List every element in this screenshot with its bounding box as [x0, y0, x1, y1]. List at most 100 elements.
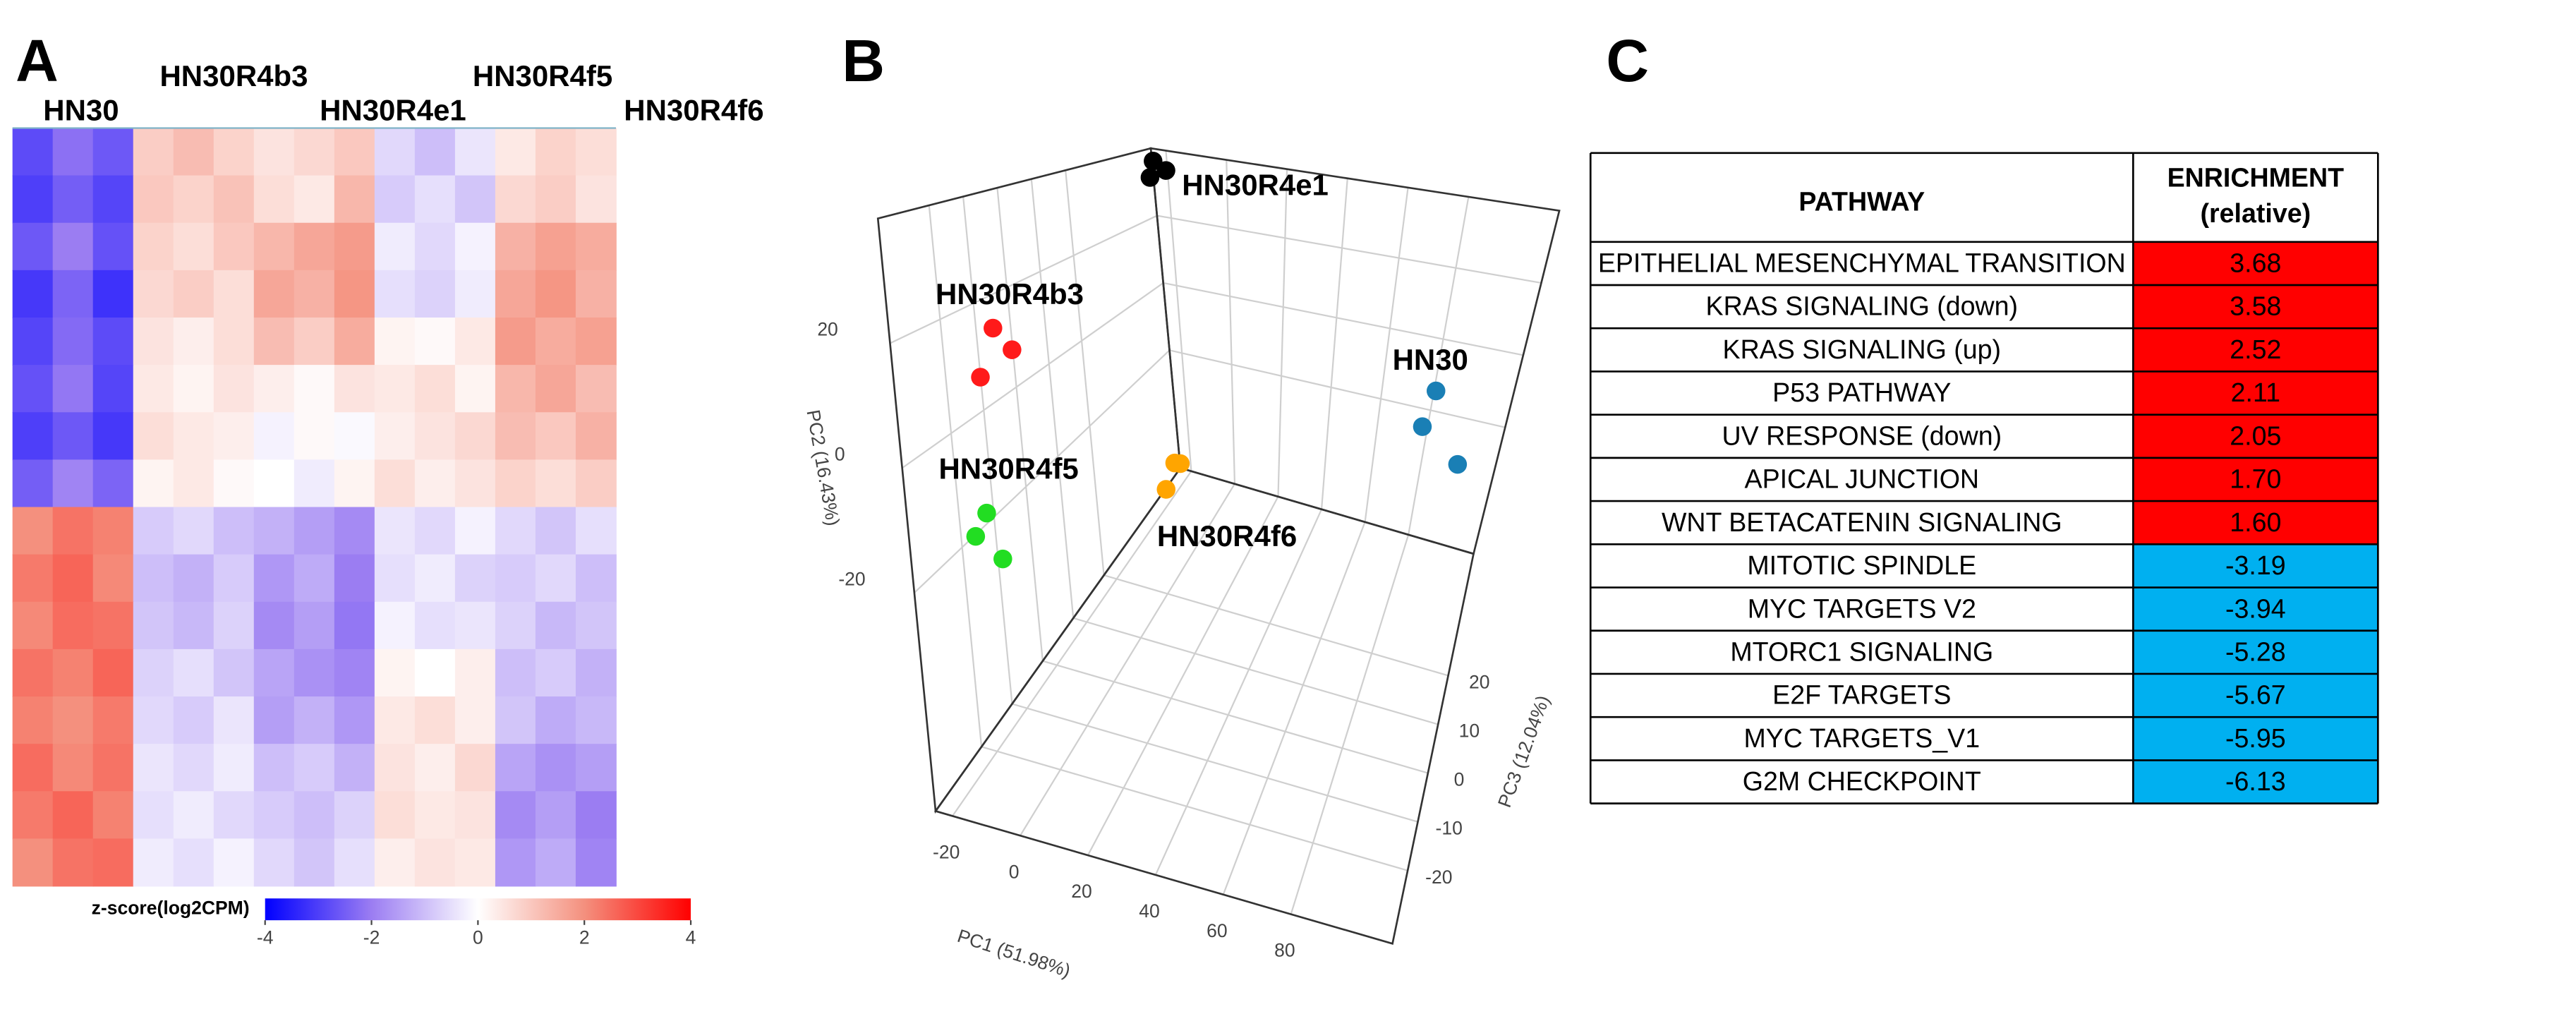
heatmap-cell — [92, 365, 134, 414]
heatmap-cell — [294, 222, 335, 271]
enrichment-cell — [2133, 630, 2378, 674]
heatmap-cell — [213, 412, 255, 461]
heatmap-cell — [454, 270, 496, 318]
heatmap-cell — [454, 554, 496, 603]
x-tick-label: 80 — [1274, 940, 1295, 961]
heatmap-cell — [334, 507, 375, 555]
heatmap-cell — [92, 648, 134, 697]
heatmap-cell — [52, 601, 94, 650]
heatmap-cell — [294, 648, 335, 697]
heatmap-cell — [575, 365, 617, 414]
heatmap-cell — [334, 696, 375, 745]
heatmap-cell — [213, 601, 255, 650]
heatmap-cell — [575, 270, 617, 318]
heatmap-cell — [12, 507, 54, 555]
pathway-name: E2F TARGETS — [1772, 680, 1951, 710]
heatmap-cell — [294, 317, 335, 366]
heatmap-cell — [52, 838, 94, 887]
y-tick-label: 0 — [835, 444, 845, 465]
heatmap-cell — [374, 175, 416, 224]
heatmap-cell — [575, 791, 617, 840]
heatmap-cell — [334, 175, 375, 224]
heatmap-cell — [495, 459, 536, 508]
series-label: HN30R4e1 — [1182, 169, 1329, 202]
heatmap-cell — [12, 365, 54, 414]
heatmap-cell — [173, 696, 214, 745]
z-tick-label: 0 — [1454, 769, 1465, 790]
heatmap-cell — [374, 270, 416, 318]
enrichment-cell — [2133, 501, 2378, 545]
heatmap-cell — [495, 791, 536, 840]
heatmap-cell — [334, 744, 375, 792]
heatmap-cell — [52, 648, 94, 697]
heatmap-cell — [92, 270, 134, 318]
heatmap-cell — [253, 459, 295, 508]
heatmap-cell — [133, 270, 174, 318]
heatmap-cell — [575, 222, 617, 271]
heatmap-cell — [575, 317, 617, 366]
heatmap-cell — [12, 791, 54, 840]
group-label: HN30R4f6 — [624, 93, 763, 126]
heatmap-cell — [253, 791, 295, 840]
heatmap-cell — [52, 412, 94, 461]
panel-label: C — [1606, 28, 1649, 94]
heatmap-cell — [535, 601, 576, 650]
heatmap-cell — [495, 838, 536, 887]
heatmap-cell — [414, 554, 456, 603]
heatmap-cell — [495, 222, 536, 271]
heatmap-cell — [12, 222, 54, 271]
heatmap-cell — [12, 696, 54, 745]
heatmap-cell — [374, 459, 416, 508]
heatmap-cell — [414, 365, 456, 414]
heatmap-cell — [173, 175, 214, 224]
pathway-name: MITOTIC SPINDLE — [1747, 550, 1976, 580]
series-label: HN30 — [1393, 343, 1468, 376]
heatmap-cell — [414, 696, 456, 745]
heatmap-cell — [253, 317, 295, 366]
enrichment-cell — [2133, 414, 2378, 458]
heatmap-cell — [575, 554, 617, 603]
heatmap-cell — [374, 838, 416, 887]
enrichment-cell — [2133, 673, 2378, 718]
enrichment-cell — [2133, 760, 2378, 804]
heatmap-cell — [495, 317, 536, 366]
colorbar-tick-label: -2 — [363, 927, 380, 948]
heatmap-cell — [575, 744, 617, 792]
heatmap-cell — [253, 696, 295, 745]
heatmap-cell — [414, 412, 456, 461]
heatmap-cell — [213, 128, 255, 176]
enrichment-value: -5.28 — [2225, 636, 2286, 666]
heatmap-cell — [133, 128, 174, 176]
heatmap-cell — [454, 744, 496, 792]
heatmap-cell — [414, 838, 456, 887]
group-label: HN30R4f5 — [473, 59, 612, 92]
heatmap-cell — [133, 317, 174, 366]
heatmap-cell — [133, 791, 174, 840]
axis-box — [933, 466, 1475, 945]
heatmap-cell — [52, 791, 94, 840]
pathway-name: MYC TARGETS_V1 — [1743, 723, 1980, 753]
pathway-name: G2M CHECKPOINT — [1743, 766, 1981, 796]
enrichment-cell — [2133, 457, 2378, 502]
heatmap-cell — [294, 744, 335, 792]
enrichment-value: -5.95 — [2225, 723, 2286, 753]
y-tick-label: -20 — [838, 568, 865, 589]
heatmap-cell — [173, 791, 214, 840]
heatmap-cell — [294, 412, 335, 461]
data-point — [1140, 168, 1160, 187]
heatmap-cell — [173, 222, 214, 271]
heatmap-cell — [575, 412, 617, 461]
heatmap-cell — [334, 601, 375, 650]
heatmap-cell — [535, 222, 576, 271]
heatmap-cell — [294, 365, 335, 414]
z-tick-label: -20 — [1425, 867, 1452, 888]
heatmap-cell — [454, 317, 496, 366]
heatmap-cell — [253, 507, 295, 555]
heatmap-cell — [535, 791, 576, 840]
heatmap-cell — [133, 507, 174, 555]
heatmap-cell — [213, 696, 255, 745]
heatmap-cell — [173, 270, 214, 318]
heatmap-cell — [253, 222, 295, 271]
heatmap-cell — [495, 696, 536, 745]
